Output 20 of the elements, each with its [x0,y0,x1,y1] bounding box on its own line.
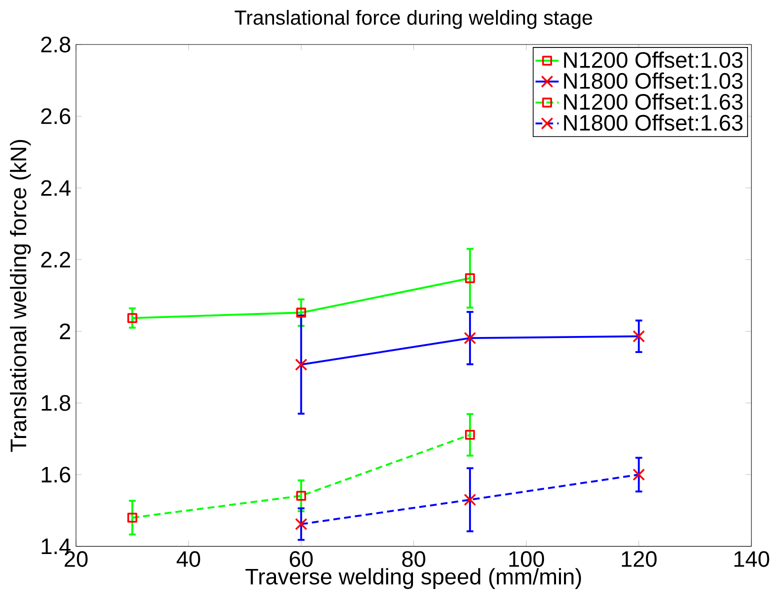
x-tick-label: 60 [290,551,313,567]
x-tick-label: 100 [509,551,544,567]
y-tick-label: 2 [60,323,70,340]
legend-label: N1200 Offset:1.63 [564,93,743,110]
legend-label: N1200 Offset:1.03 [564,52,743,68]
y-tick-label: 2.8 [41,36,70,52]
y-tick-label: 1.8 [42,395,70,411]
legend-label: N1800 Offset:1.63 [564,114,743,131]
y-tick-label: 2.2 [41,252,70,268]
x-axis-title: Traverse welding speed (mm/min) [246,568,581,590]
x-tick-label: 80 [402,551,426,567]
x-tick-label: 140 [734,551,770,567]
x-tick-label: 40 [176,551,200,567]
y-tick-label: 2.6 [41,108,70,124]
y-tick-label: 2.4 [41,180,71,196]
legend-label: N1800 Offset:1.03 [564,72,743,89]
chart-title: Translational force during welding stage [234,10,592,29]
y-tick-label: 1.6 [42,466,70,483]
y-axis-title: Translational welding force (kN) [10,140,31,452]
x-tick-label: 120 [622,551,657,567]
